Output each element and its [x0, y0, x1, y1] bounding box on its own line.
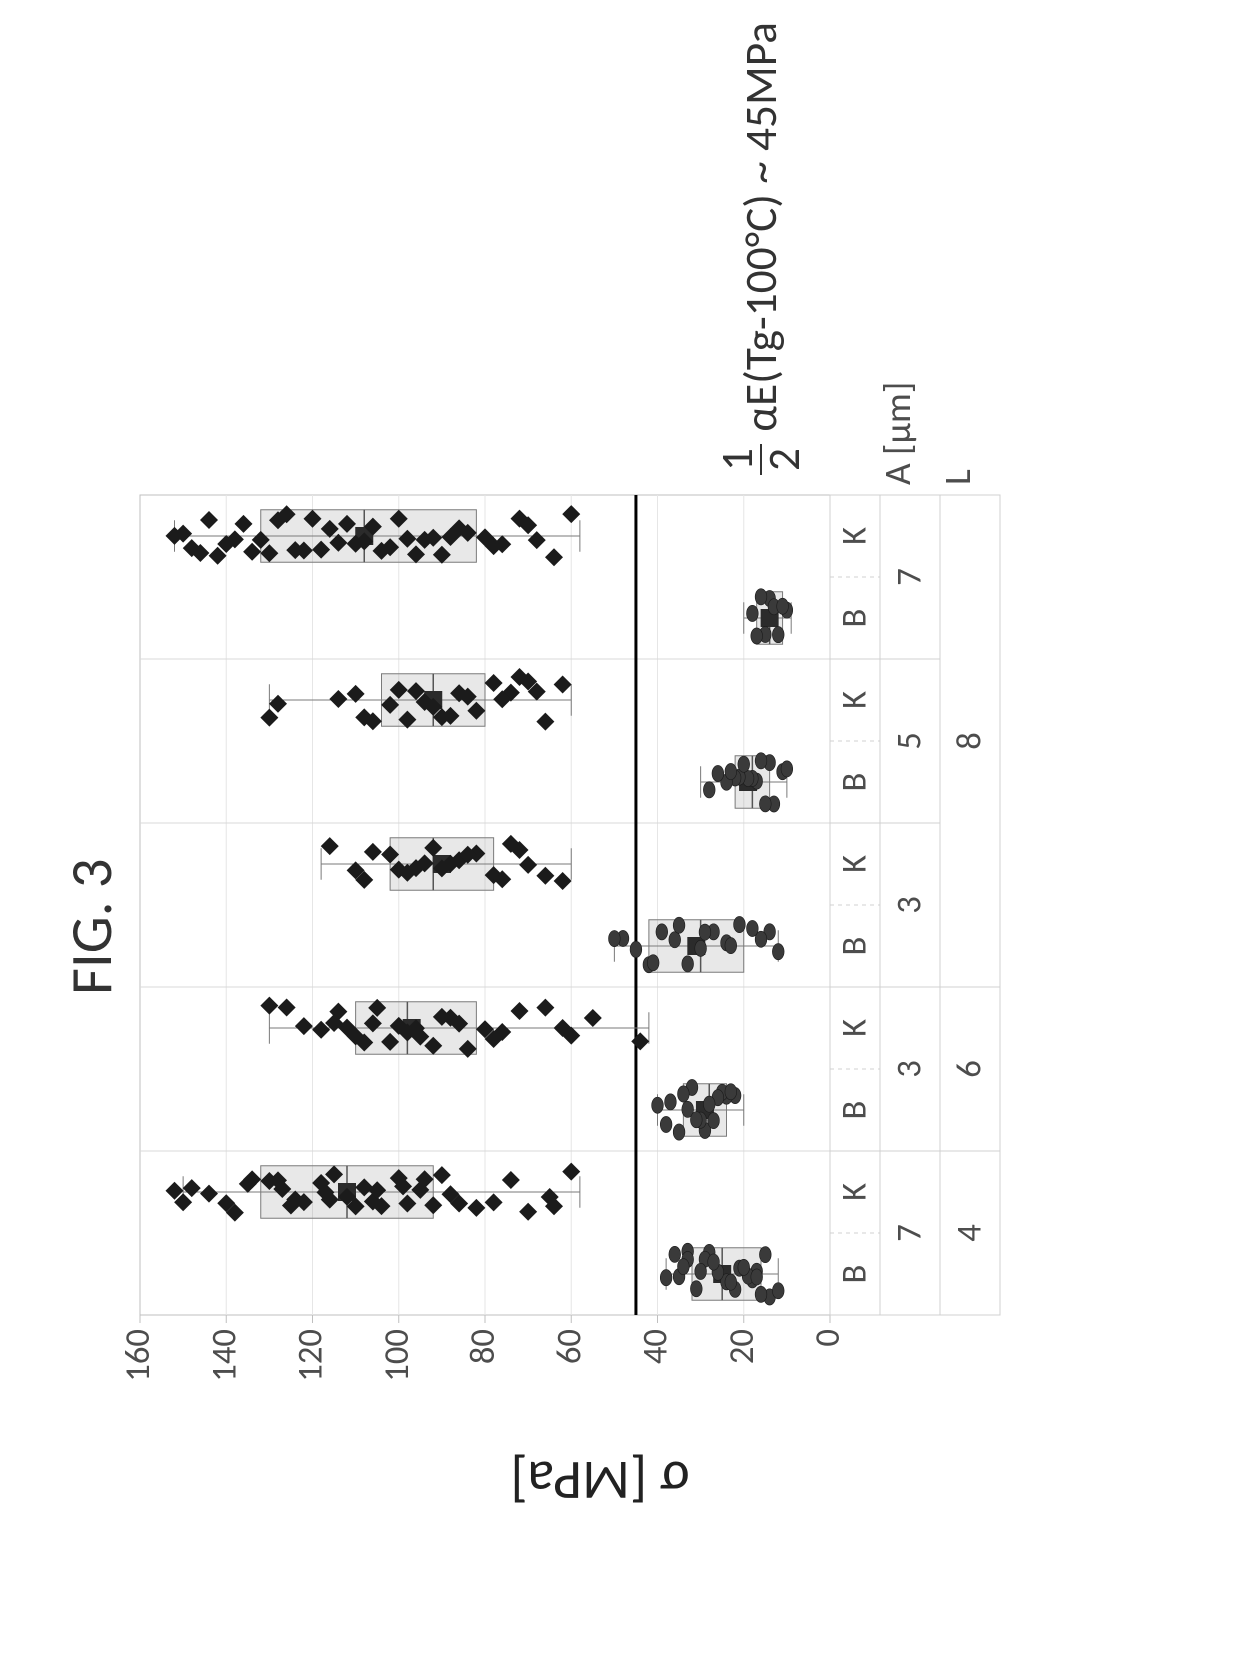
svg-text:120: 120 [290, 1329, 332, 1382]
svg-text:K: K [833, 691, 875, 709]
svg-text:20: 20 [721, 1329, 763, 1364]
figure-content: FIG. 3 σ [MPa] 1 2 αE(Tg-100°C) ~ 45MPa … [0, 0, 1240, 1655]
svg-text:60: 60 [548, 1329, 590, 1364]
svg-text:K: K [833, 1183, 875, 1201]
svg-text:B: B [833, 773, 875, 792]
svg-text:0: 0 [807, 1329, 849, 1347]
svg-text:6: 6 [948, 1060, 990, 1078]
svg-text:3: 3 [888, 1060, 930, 1078]
svg-text:140: 140 [203, 1329, 245, 1382]
svg-text:100: 100 [376, 1329, 418, 1382]
svg-text:40: 40 [635, 1329, 677, 1364]
svg-text:B: B [833, 1101, 875, 1120]
svg-text:A [µm]: A [µm] [875, 382, 921, 485]
svg-text:8: 8 [948, 732, 990, 750]
svg-text:80: 80 [462, 1329, 504, 1364]
svg-text:K: K [833, 527, 875, 545]
scatter-box-chart: 020406080100120140160BKBKBKBKBK73357468A… [0, 0, 1240, 1655]
svg-text:4: 4 [948, 1224, 990, 1242]
svg-text:160: 160 [117, 1329, 159, 1382]
svg-text:K: K [833, 855, 875, 873]
svg-text:B: B [833, 1265, 875, 1284]
svg-text:7: 7 [888, 1224, 930, 1242]
svg-text:B: B [833, 937, 875, 956]
svg-text:7: 7 [888, 568, 930, 586]
svg-text:K: K [833, 1019, 875, 1037]
svg-text:3: 3 [888, 896, 930, 914]
svg-text:B: B [833, 609, 875, 628]
svg-text:5: 5 [888, 732, 930, 750]
svg-text:L: L [935, 469, 981, 485]
